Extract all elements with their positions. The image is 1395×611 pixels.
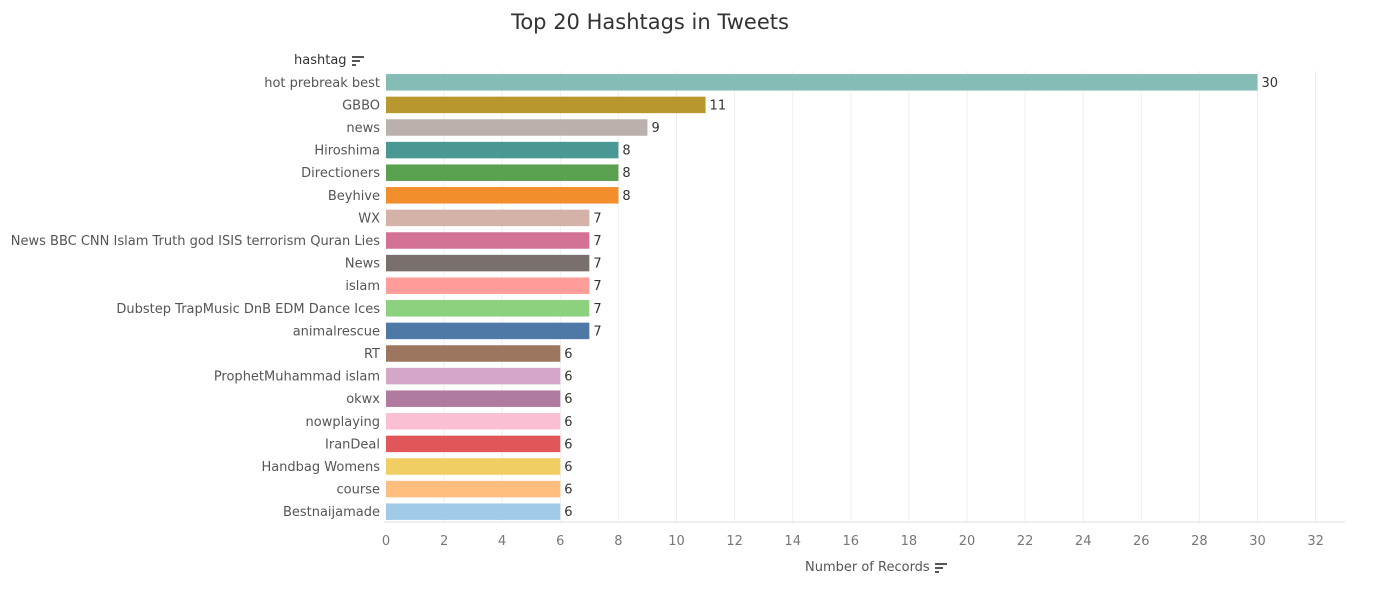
sort-descending-icon[interactable] <box>934 562 947 573</box>
category-label: GBBO <box>342 98 380 113</box>
data-label: 7 <box>593 324 601 339</box>
data-label: 6 <box>564 505 572 520</box>
category-label: RT <box>364 347 380 362</box>
data-label: 6 <box>564 483 572 498</box>
x-tick-label: 0 <box>382 534 390 549</box>
data-label: 6 <box>564 370 572 385</box>
category-label: animalrescue <box>293 324 380 339</box>
bar[interactable] <box>386 164 619 181</box>
x-tick-label: 16 <box>843 534 860 549</box>
bar[interactable] <box>386 96 706 114</box>
category-label: course <box>337 483 380 498</box>
data-label: 6 <box>564 415 572 430</box>
x-tick-label: 14 <box>784 534 801 549</box>
data-label: 7 <box>593 234 601 249</box>
data-label: 8 <box>622 166 630 181</box>
category-label: News <box>345 257 380 272</box>
x-tick-label: 4 <box>498 534 506 549</box>
bar[interactable] <box>386 232 590 249</box>
bar[interactable] <box>386 209 590 227</box>
x-tick-label: 8 <box>614 534 622 549</box>
bar[interactable] <box>386 458 561 475</box>
x-tick-label: 28 <box>1191 534 1208 549</box>
category-label: ProphetMuhammad islam <box>214 370 380 385</box>
bar[interactable] <box>386 187 619 204</box>
x-tick-label: 26 <box>1133 534 1150 549</box>
bar[interactable] <box>386 322 590 340</box>
x-axis-field-header[interactable]: Number of Records <box>805 560 947 575</box>
category-label: Hiroshima <box>314 144 380 159</box>
data-label: 6 <box>564 347 572 362</box>
x-tick-label: 30 <box>1249 534 1266 549</box>
category-label: Beyhive <box>328 189 380 204</box>
bar[interactable] <box>386 367 561 385</box>
bar[interactable] <box>386 277 590 294</box>
category-label: okwx <box>346 392 380 407</box>
category-label: islam <box>345 279 380 294</box>
data-label: 11 <box>710 98 727 113</box>
bar[interactable] <box>386 300 590 317</box>
category-label: Bestnaijamade <box>283 505 380 520</box>
bar[interactable] <box>386 503 561 520</box>
x-axis-title: Number of Records <box>805 560 930 575</box>
bar[interactable] <box>386 74 1258 91</box>
chart-title: Top 20 Hashtags in Tweets <box>511 10 789 34</box>
category-label: Dubstep TrapMusic DnB EDM Dance Ices <box>116 302 380 317</box>
bar[interactable] <box>386 413 561 430</box>
x-tick-label: 22 <box>1017 534 1034 549</box>
category-label: WX <box>358 211 380 226</box>
x-tick-label: 6 <box>556 534 564 549</box>
data-label: 7 <box>593 211 601 226</box>
bar[interactable] <box>386 345 561 362</box>
category-label: IranDeal <box>325 437 380 452</box>
x-tick-label: 10 <box>668 534 685 549</box>
bar[interactable] <box>386 119 648 136</box>
x-tick-label: 20 <box>959 534 976 549</box>
data-label: 30 <box>1262 76 1279 91</box>
data-label: 9 <box>651 121 659 136</box>
category-label: Directioners <box>301 166 380 181</box>
data-label: 8 <box>622 189 630 204</box>
category-label: News BBC CNN Islam Truth god ISIS terror… <box>11 234 380 249</box>
category-label: news <box>346 121 380 136</box>
y-axis-title: hashtag <box>294 53 347 68</box>
sort-descending-icon[interactable] <box>351 55 364 66</box>
x-tick-label: 2 <box>440 534 448 549</box>
bar[interactable] <box>386 141 619 159</box>
category-label: Handbag Womens <box>261 460 380 475</box>
y-axis-field-header[interactable]: hashtag <box>294 53 364 68</box>
category-label: hot prebreak best <box>264 76 380 91</box>
x-tick-label: 24 <box>1075 534 1092 549</box>
bar[interactable] <box>386 390 561 407</box>
bar[interactable] <box>386 480 561 498</box>
x-tick-label: 12 <box>726 534 743 549</box>
data-label: 8 <box>622 144 630 159</box>
x-tick-label: 32 <box>1307 534 1324 549</box>
data-label: 6 <box>564 392 572 407</box>
x-tick-label: 18 <box>901 534 918 549</box>
data-label: 6 <box>564 460 572 475</box>
data-label: 7 <box>593 302 601 317</box>
data-label: 6 <box>564 437 572 452</box>
category-label: nowplaying <box>306 415 380 430</box>
bar[interactable] <box>386 254 590 272</box>
bar[interactable] <box>386 435 561 453</box>
data-label: 7 <box>593 257 601 272</box>
data-label: 7 <box>593 279 601 294</box>
